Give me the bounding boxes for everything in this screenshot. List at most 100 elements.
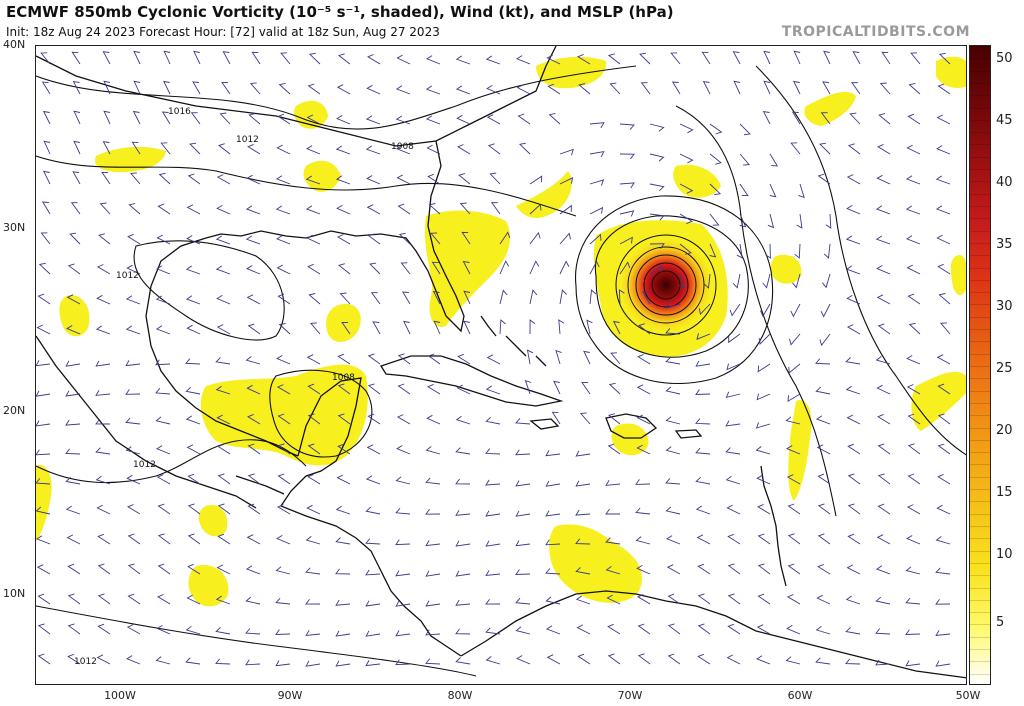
wind-barb xyxy=(372,321,381,335)
wind-barb xyxy=(787,393,801,403)
wind-barb xyxy=(906,144,921,155)
wind-barb xyxy=(456,114,471,125)
wind-barb xyxy=(36,420,51,427)
wind-barb xyxy=(308,52,321,65)
wind-barb xyxy=(365,145,381,155)
wind-barb xyxy=(155,388,171,395)
wind-barb xyxy=(396,445,411,455)
wind-barb xyxy=(936,354,951,365)
wind-barb xyxy=(907,113,921,125)
wind-barb xyxy=(937,263,951,275)
wind-barb xyxy=(793,50,801,65)
wind-barb xyxy=(335,145,351,155)
colorbar-step xyxy=(970,526,990,527)
lon-tick-50w: 50W xyxy=(955,689,981,702)
wind-barb xyxy=(667,653,681,665)
wind-barb xyxy=(559,177,574,185)
wind-barb xyxy=(156,265,171,275)
wind-barb xyxy=(36,449,51,456)
wind-barb xyxy=(185,358,201,365)
wind-barb xyxy=(727,533,741,545)
wind-barb xyxy=(762,273,771,289)
wind-barb xyxy=(99,202,111,215)
wind-barb xyxy=(395,570,411,577)
isobar-label-1008-b: 1008 xyxy=(332,373,355,383)
wind-barb xyxy=(395,508,411,515)
wind-barb xyxy=(698,303,711,316)
wind-barb xyxy=(365,630,381,637)
colorbar-label-10: 10 xyxy=(996,547,1013,562)
wind-barb xyxy=(125,389,141,395)
wind-barb xyxy=(73,140,81,155)
wind-barb xyxy=(679,123,694,134)
wind-barb xyxy=(559,260,570,275)
wind-barb xyxy=(905,566,921,575)
wind-barb xyxy=(155,325,171,335)
wind-barb xyxy=(217,443,231,455)
wind-barb xyxy=(485,55,501,65)
wind-barb xyxy=(125,325,141,335)
isobar-label-1016: 1016 xyxy=(168,107,191,117)
wind-barb xyxy=(678,273,686,288)
wind-barb xyxy=(755,422,771,429)
wind-barb xyxy=(485,570,501,577)
wind-barb xyxy=(619,261,631,275)
colorbar-step xyxy=(970,279,990,281)
wind-barb xyxy=(163,50,171,65)
wind-barb xyxy=(126,264,141,275)
wind-barb xyxy=(649,153,665,162)
wind-barb xyxy=(725,391,741,399)
wind-barb xyxy=(786,474,801,485)
colorbar-step xyxy=(970,82,990,84)
wind-barb xyxy=(306,145,321,155)
wind-barb xyxy=(728,333,741,344)
wind-barb xyxy=(455,478,471,485)
lon-tick-70w: 70W xyxy=(617,689,643,702)
wind-barb xyxy=(791,111,801,125)
wind-barb xyxy=(906,535,921,545)
wind-barb xyxy=(127,233,141,245)
wind-barb xyxy=(36,564,51,575)
colorbar-label-35: 35 xyxy=(996,237,1013,252)
wind-barb xyxy=(608,413,621,425)
wind-barb xyxy=(37,653,51,665)
wind-barb xyxy=(786,594,801,605)
wind-barb xyxy=(757,533,771,545)
wind-barb xyxy=(910,52,921,65)
wind-barb xyxy=(575,595,591,605)
wind-barb xyxy=(336,474,351,485)
wind-barb xyxy=(485,385,501,395)
wind-barb xyxy=(905,597,921,605)
wind-barb xyxy=(815,358,831,365)
wind-barb xyxy=(905,629,921,635)
wind-barb xyxy=(425,570,441,577)
wind-barb xyxy=(341,322,351,335)
wind-barb xyxy=(215,235,231,245)
wind-barb xyxy=(605,479,621,486)
wind-barb xyxy=(103,80,111,95)
colorbar-step xyxy=(970,550,990,552)
wind-barb xyxy=(36,360,51,367)
wind-barb xyxy=(665,478,681,485)
wind-barb xyxy=(125,417,141,425)
wind-barb xyxy=(276,144,291,155)
wind-barb xyxy=(546,54,561,65)
wind-barb xyxy=(729,303,741,317)
wind-barb xyxy=(160,142,171,155)
wind-barb xyxy=(935,599,951,605)
wind-barb xyxy=(245,205,261,215)
wind-barb xyxy=(619,153,635,160)
wind-barb xyxy=(36,478,51,485)
wind-barb xyxy=(185,265,201,275)
wind-barb xyxy=(95,418,111,425)
wind-barb xyxy=(515,540,531,547)
wind-barb xyxy=(365,506,381,515)
wind-barb xyxy=(727,563,741,575)
isobar-label-1012: 1012 xyxy=(236,135,259,145)
wind-barb xyxy=(937,443,951,455)
wind-barb xyxy=(877,503,891,515)
wind-barb xyxy=(665,386,681,395)
forecast-map: 1016 1012 1008 1012 1008 1012 1012 xyxy=(35,45,967,685)
wind-barb xyxy=(906,355,921,365)
wind-barb xyxy=(790,142,801,155)
